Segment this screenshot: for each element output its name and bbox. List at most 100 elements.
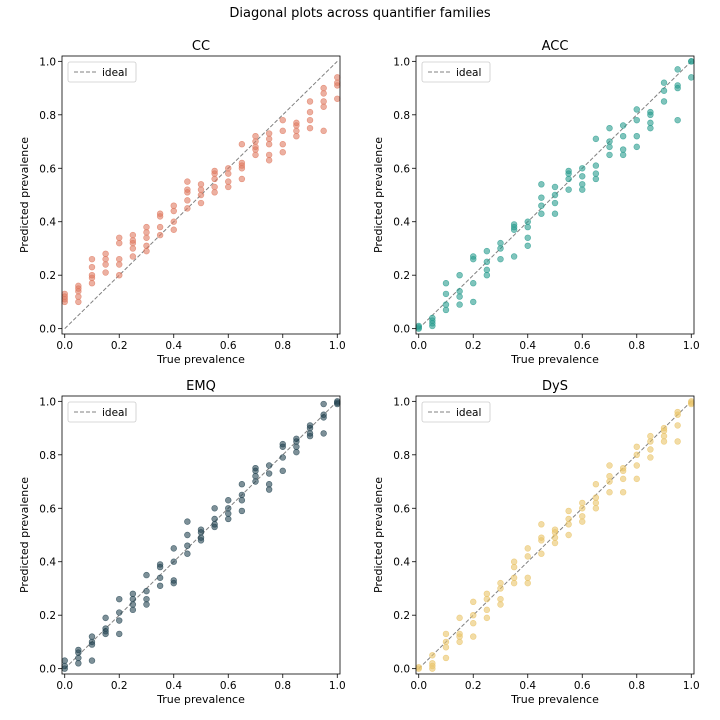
subplot-title: EMQ — [186, 379, 216, 394]
scatter-point — [252, 143, 259, 151]
y-tick-label: 0.4 — [39, 557, 56, 569]
x-tick-label: 0.4 — [519, 680, 536, 692]
scatter-point — [156, 561, 164, 568]
scatter-point — [483, 271, 491, 279]
scatter-point — [633, 443, 640, 450]
scatter-point — [619, 475, 627, 483]
x-tick-label: 0.2 — [465, 680, 482, 692]
scatter-point — [619, 146, 627, 153]
scatter-point — [619, 489, 627, 496]
scatter-point — [565, 186, 572, 193]
scatter-point — [116, 234, 123, 241]
subplot-dys: DyS 0.0 0.2 0.4 0.6 0.8 1.0 0.0 0.2 0.4 0.6 0.8 1.0 T… — [372, 379, 700, 706]
scatter-point — [633, 106, 640, 113]
x-tick-label: 0.8 — [628, 340, 645, 352]
x-tick-label: 0.4 — [165, 680, 182, 692]
y-tick-label: 0.6 — [39, 163, 56, 175]
scatter-point — [429, 652, 436, 659]
scatter-point — [88, 657, 96, 664]
scatter-point — [320, 411, 327, 418]
scatter-point — [129, 595, 137, 603]
scatter-point — [483, 258, 491, 266]
scatter-point — [429, 660, 436, 667]
scatter-point — [592, 162, 600, 169]
x-tick-label: 0.4 — [519, 340, 536, 352]
scatter-point — [211, 175, 218, 183]
scatter-point — [238, 141, 246, 148]
scatter-point — [211, 189, 218, 196]
scatter-point — [197, 526, 205, 533]
legend-label-ideal: ideal — [456, 407, 481, 419]
x-axis-label: True prevalence — [156, 693, 245, 706]
scatter-point — [442, 630, 450, 638]
legend: ideal — [67, 61, 137, 83]
scatter-point — [619, 151, 627, 159]
y-tick-label: 0.6 — [39, 503, 56, 515]
scatter-point — [660, 432, 668, 440]
scatter-point — [184, 197, 191, 204]
scatter-point — [116, 595, 123, 603]
y-tick-label: 0.2 — [393, 610, 410, 622]
x-tick-label: 0.4 — [165, 340, 182, 352]
scatter-point — [75, 282, 82, 290]
y-tick-label: 0.4 — [393, 217, 410, 229]
scatter-point — [470, 611, 477, 619]
scatter-point — [320, 103, 327, 110]
scatter-point — [551, 526, 559, 533]
scatter-point — [252, 464, 259, 472]
scatter-point — [647, 124, 654, 132]
scatter-point — [633, 475, 640, 483]
subplot-title: CC — [192, 39, 210, 54]
scatter-point — [143, 601, 150, 608]
scatter-point — [551, 199, 559, 207]
x-tick-label: 0.2 — [465, 340, 482, 352]
scatter-point — [497, 239, 504, 247]
scatter-point — [456, 638, 463, 646]
scatter-point — [88, 255, 96, 263]
scatter-point — [320, 430, 327, 437]
scatter-point — [619, 132, 627, 140]
scatter-point — [252, 472, 259, 480]
scatter-point — [442, 306, 450, 314]
scatter-point — [606, 138, 613, 145]
scatter-point — [293, 127, 300, 135]
x-tick-label: 0.8 — [628, 680, 645, 692]
scatter-point — [197, 534, 205, 541]
scatter-point — [170, 545, 177, 552]
scatter-point — [551, 534, 559, 541]
scatter-point — [129, 237, 137, 244]
y-tick-label: 1.0 — [393, 396, 410, 408]
scatter-point — [647, 119, 654, 127]
legend: ideal — [421, 401, 491, 423]
scatter-point — [456, 271, 463, 279]
scatter-point — [565, 521, 572, 528]
ideal-reference-line — [418, 400, 692, 670]
scatter-point — [510, 253, 518, 260]
scatter-point — [579, 173, 586, 180]
scatter-point — [238, 481, 246, 488]
scatter-point — [674, 438, 681, 445]
scatter-point — [238, 175, 246, 183]
scatter-point — [184, 531, 191, 539]
y-tick-label: 0.2 — [39, 610, 56, 622]
scatter-point — [306, 430, 314, 437]
scatter-point — [225, 183, 232, 191]
scatter-point — [156, 223, 164, 231]
scatter-point — [497, 255, 504, 263]
y-tick-label: 0.8 — [393, 450, 410, 462]
scatter-point — [306, 124, 314, 132]
scatter-point — [225, 497, 232, 504]
scatter-point — [143, 223, 150, 231]
x-tick-label: 0.0 — [410, 340, 427, 352]
axes-frame — [415, 55, 695, 335]
ideal-reference-line — [418, 60, 692, 330]
scatter-point — [252, 478, 259, 485]
scatter-point — [88, 263, 96, 271]
scatter-point — [102, 625, 109, 632]
scatter-point — [510, 563, 518, 571]
scatter-point — [279, 467, 286, 475]
scatter-point — [592, 499, 600, 507]
scatter-point — [497, 601, 504, 608]
scatter-point — [688, 74, 695, 81]
scatter-point — [551, 183, 559, 191]
